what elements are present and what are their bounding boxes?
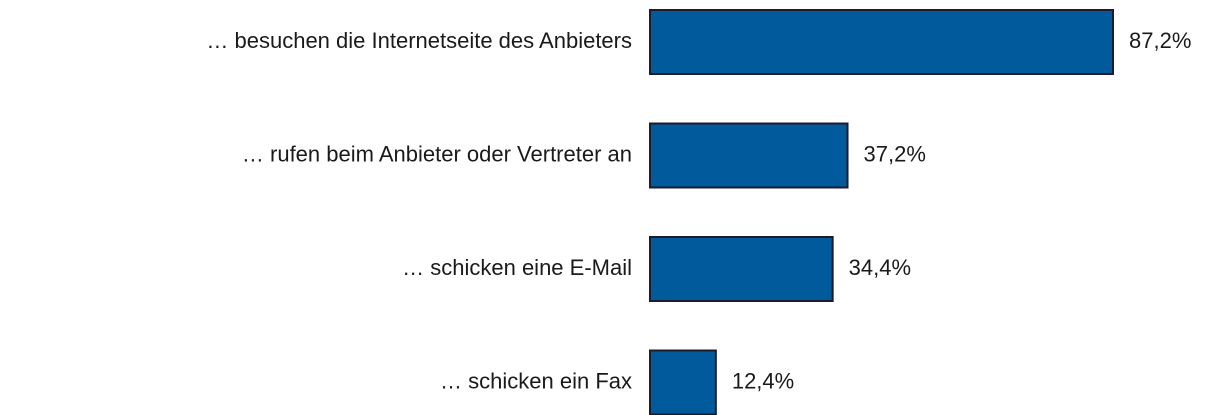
category-label: … besuchen die Internetseite des Anbiete…	[206, 28, 632, 53]
bar	[649, 236, 834, 302]
category-label: … schicken ein Fax	[440, 368, 632, 393]
bar	[649, 9, 1114, 75]
value-label: 34,4%	[849, 255, 911, 280]
bar	[649, 349, 717, 415]
category-label: … rufen beim Anbieter oder Vertreter an	[242, 141, 632, 166]
value-label: 87,2%	[1129, 28, 1191, 53]
value-label: 12,4%	[732, 368, 794, 393]
category-label: … schicken eine E-Mail	[402, 255, 632, 280]
bar	[649, 122, 849, 189]
value-label: 37,2%	[864, 141, 926, 166]
